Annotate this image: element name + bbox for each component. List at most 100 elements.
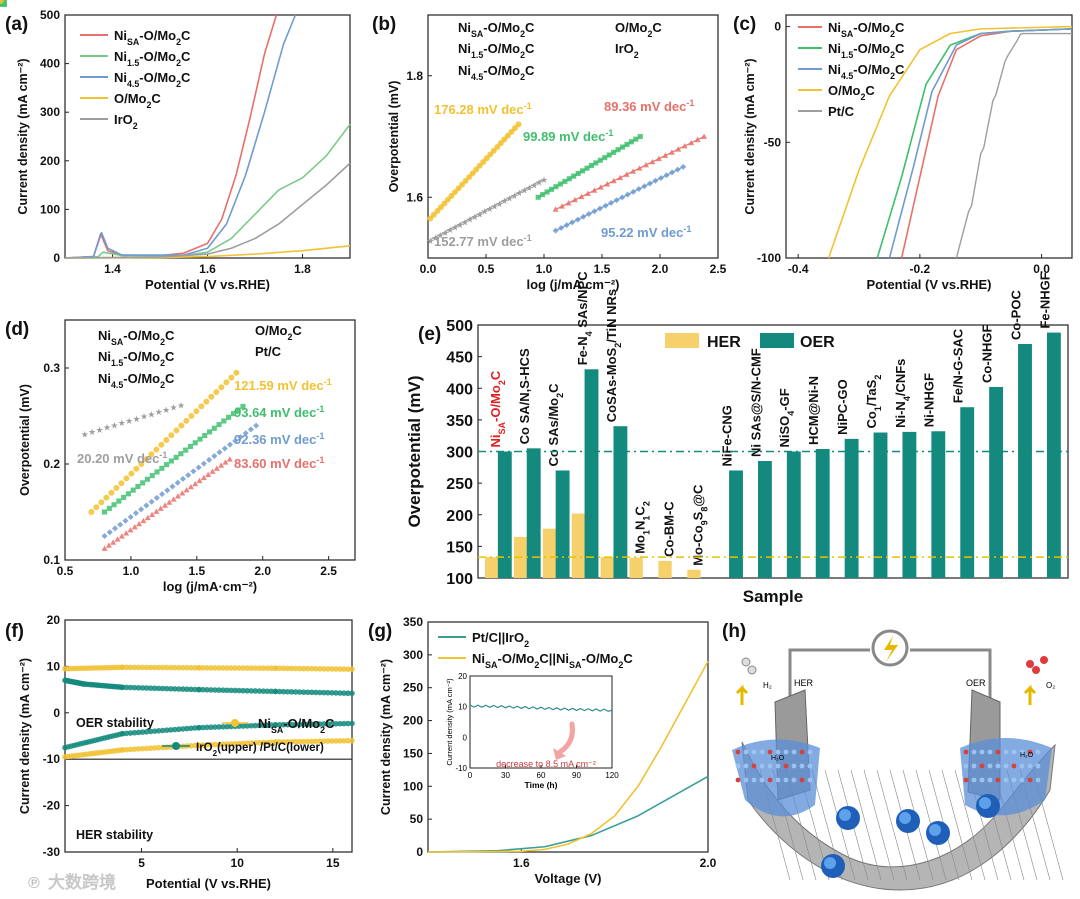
x-tick-label: 1.5	[188, 564, 205, 578]
atom	[1035, 749, 1041, 755]
atom	[1019, 763, 1025, 769]
x-tick-label: 2.5	[320, 564, 337, 578]
data-point	[233, 369, 240, 376]
data-point	[128, 470, 135, 477]
atom	[1027, 777, 1033, 783]
data-point	[244, 687, 251, 694]
legend-label: Ni4.5-O/Mo2C	[828, 62, 905, 81]
y-axis-label: Current density (mA cm⁻²)	[18, 658, 32, 814]
atom	[1027, 763, 1033, 769]
data-point	[175, 686, 182, 692]
schematic-layer: (h) HER OER H₂ O₂ H₂O H₂O	[722, 621, 1064, 891]
data-point	[316, 689, 323, 696]
data-point	[106, 505, 112, 511]
data-point	[139, 664, 146, 671]
legend-label: Ni1.5-O/Mo2C	[458, 41, 535, 60]
legend-swatch	[665, 333, 699, 348]
data-point	[178, 422, 185, 429]
data-point	[312, 689, 319, 696]
bar-oer	[584, 369, 599, 578]
legend-label: Pt/C	[255, 344, 282, 359]
slope-label: 99.89 mV dec-1	[523, 128, 613, 144]
data-point	[164, 462, 170, 468]
y-tick-label: -20	[43, 799, 61, 813]
oer-stability-label: OER stability	[76, 716, 154, 730]
data-point	[139, 729, 146, 735]
data-point: ★	[456, 220, 464, 230]
data-point: ★	[520, 186, 528, 196]
data-point: ★	[103, 423, 111, 433]
data-point: ★	[426, 236, 434, 246]
y-tick-label: 0	[416, 845, 423, 859]
bar-oer	[497, 451, 512, 578]
y-tick-label: 100	[40, 202, 60, 216]
data-point	[244, 723, 251, 729]
data-point	[188, 686, 194, 693]
data-point	[171, 664, 178, 671]
bar-her	[658, 560, 672, 578]
y-tick-label: 150	[403, 746, 423, 760]
data-point	[213, 465, 220, 471]
data-point	[213, 389, 220, 395]
atom	[791, 763, 797, 769]
category-label: Fe-NHGF	[1037, 272, 1052, 328]
panel-b: 0.0 0.5 1.0 1.5 2.0 2.5 1.6 1.8 log (j/mA cm⁻²) O…	[0, 0, 727, 292]
bar-her	[687, 569, 701, 578]
x-tick-label: 1.5	[594, 262, 611, 276]
slope-label: 89.36 mV dec-1	[604, 98, 694, 114]
data-point	[135, 746, 142, 752]
sheet-mesh-line	[954, 769, 986, 881]
o2-bubble	[1040, 656, 1048, 664]
o2-arrow	[1023, 684, 1037, 705]
y-tick-label: 250	[403, 681, 423, 695]
data-point	[123, 530, 130, 536]
data-point	[164, 487, 171, 494]
legend-label: IrO2	[114, 112, 138, 131]
x-axis-label: Potential (V vs.RHE)	[146, 876, 271, 891]
data-point	[159, 664, 166, 671]
atom	[963, 763, 969, 769]
sheet-mesh-line	[850, 769, 882, 881]
panel-e: 100 150 200 250 300 350 400 450 500 Overpotential…	[405, 271, 1069, 606]
panel-letter: (c)	[733, 14, 756, 35]
data-point: ★	[495, 199, 503, 209]
data-point	[236, 740, 243, 747]
data-point	[224, 687, 230, 694]
atom	[1035, 777, 1041, 783]
atom	[807, 777, 813, 783]
data-point: ★	[162, 405, 170, 415]
x-axis-label: Potential (V vs.RHE)	[867, 277, 992, 292]
data-point	[133, 465, 140, 472]
data-point	[123, 475, 130, 482]
data-point	[312, 738, 319, 745]
plot-frame	[64, 319, 356, 561]
data-point	[192, 725, 198, 731]
data-point	[163, 437, 170, 443]
y-tick-label: 100	[446, 571, 473, 588]
data-point	[155, 744, 162, 751]
data-point	[203, 398, 210, 405]
data-point	[135, 729, 142, 736]
data-point	[200, 686, 206, 693]
data-point	[216, 687, 222, 693]
atom	[751, 749, 757, 755]
legend-label: Pt/C	[828, 104, 855, 119]
y-tick-label: 50	[410, 812, 424, 826]
atom	[775, 763, 781, 769]
data-point	[316, 738, 323, 745]
h2-label: H₂	[763, 681, 772, 690]
legend-label: O/Mo2C	[615, 20, 662, 39]
atom	[1003, 749, 1009, 755]
data-point	[202, 432, 208, 439]
data-point	[248, 722, 255, 729]
category-label: Fe-N4 SAs/NPC	[575, 271, 594, 365]
data-point	[127, 664, 134, 671]
data-point	[252, 688, 259, 694]
data-point	[140, 480, 146, 486]
category-label: Fe/N-G-SAC	[951, 328, 966, 403]
data-point	[143, 745, 150, 752]
data-point	[173, 427, 180, 434]
data-point	[345, 666, 351, 672]
h2o-label: H₂O	[1020, 752, 1034, 759]
inset-series-line	[469, 704, 613, 712]
